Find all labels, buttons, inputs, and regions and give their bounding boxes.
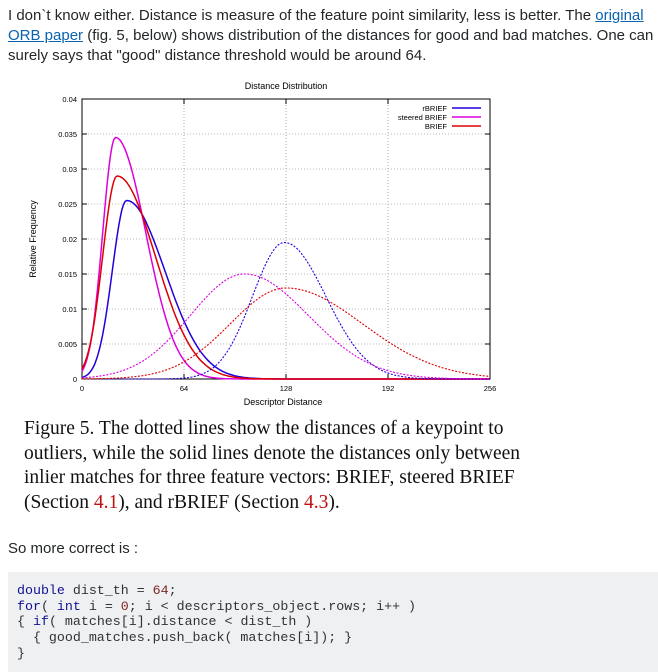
orb-paper-link[interactable]: original ORB paper [8,7,644,44]
y-tick-label: 0.025 [58,200,77,209]
chart-title: Distance Distribution [245,81,328,91]
x-tick-label: 0 [80,384,84,393]
answer-intro-paragraph: I don`t know either. Distance is measure… [8,6,654,66]
x-tick-label: 192 [382,384,395,393]
axis-ticks: 0 0.005 0.01 0.015 0.02 0.025 0.03 0.035 0.04 0 64… [58,95,496,393]
intro-text-1: I don`t know either. Distance is measure… [8,7,596,24]
legend-label: rBRIEF [422,104,447,113]
series-line-dotted-brief [82,287,491,380]
series-line-solid-brief [81,175,490,380]
legend-label: steered BRIEF [398,113,448,122]
caption-text-3: ). [328,491,340,513]
code-number-0: 0 [120,598,129,614]
code-line-2-a: ( [40,598,57,614]
y-tick-label: 0.005 [58,340,77,349]
code-keyword-double: double [17,583,65,598]
code-line-3-b: ( matches[i].distance < dist_th ) [48,614,313,630]
chart-series [81,136,491,380]
y-tick-label: 0.015 [58,270,77,279]
intro-text-2: (fig. 5, below) shows distribution of th… [8,27,654,64]
y-tick-label: 0.03 [62,165,77,174]
code-keyword-if: if [32,614,49,630]
x-tick-label: 256 [484,384,497,393]
code-line-1-rest: dist_th = [64,583,153,598]
x-axis-label: Descriptor Distance [244,397,323,407]
code-line-2-c: ; i < descriptors_object.rows; i++ ) [128,598,417,614]
caption-text-2: ), and rBRIEF (Section [118,491,304,513]
caption-section-ref-2[interactable]: 4.3 [304,491,329,513]
series-line-dotted-steered-brief [81,273,490,380]
code-keyword-int: int [56,598,81,614]
y-tick-label: 0.02 [62,235,77,244]
code-line-5: } [17,645,25,661]
y-tick-label: 0.035 [58,130,77,139]
legend-label: BRIEF [425,122,448,131]
y-tick-label: 0 [73,375,77,384]
caption-section-ref-1[interactable]: 4.1 [93,491,119,513]
figure-caption: Figure 5. The dotted lines show the dist… [24,417,564,515]
so-more-correct-text: So more correct is : [8,540,139,557]
y-tick-label: 0.04 [62,95,77,104]
series-line-solid-rbrief [81,199,490,380]
series-line-dotted-rbrief [82,241,490,380]
code-line-4: { good_matches.push_back( matches[i]); } [17,630,353,646]
code-line-1-end: ; [168,583,177,598]
code-block[interactable]: double dist_th = 64; for( int i = 0; i <… [8,572,658,672]
x-tick-label: 64 [180,384,188,393]
y-tick-label: 0.01 [62,305,77,314]
code-keyword-for: for [17,598,41,614]
code-line-3-a: { [17,614,33,630]
code-number-64: 64 [152,583,169,598]
code-line-2-b: i = [80,598,121,614]
y-axis-label: Relative Frequency [28,200,38,278]
caption-text-1: Figure 5. The dotted lines show the dist… [24,418,521,513]
chart-grid [82,99,490,379]
x-tick-label: 128 [280,384,293,393]
